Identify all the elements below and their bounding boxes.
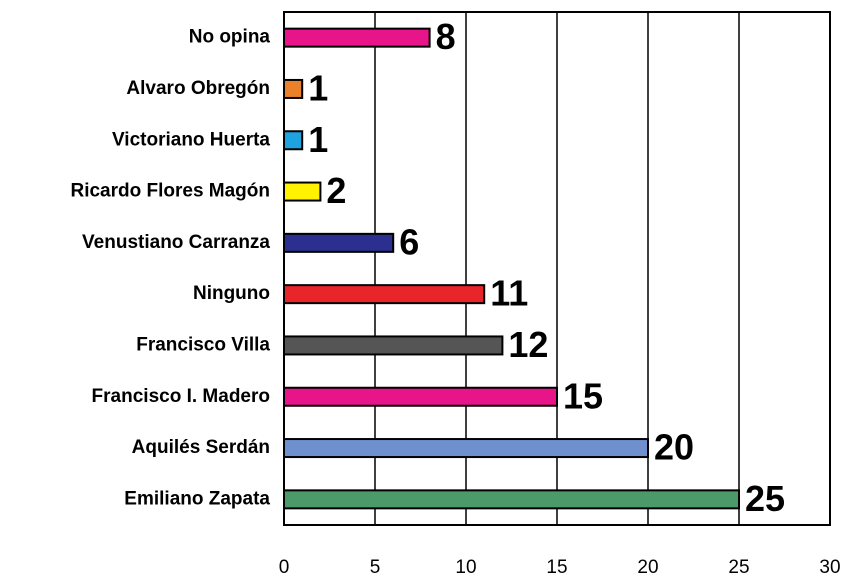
bar: [283, 232, 395, 253]
y-tick-label: Ninguno: [193, 283, 270, 304]
bar: [283, 386, 558, 407]
bar: [283, 438, 649, 459]
x-tick-label: 15: [546, 557, 567, 578]
data-label: 11: [490, 273, 528, 314]
y-tick-label: Alvaro Obregón: [126, 78, 270, 99]
y-tick-label: Francisco I. Madero: [92, 386, 270, 407]
data-label: 8: [436, 16, 456, 57]
data-label: 6: [399, 221, 419, 262]
bar: [283, 284, 486, 305]
bar: [283, 27, 431, 48]
y-tick-label: Aquilés Serdán: [132, 437, 270, 458]
data-label: 15: [563, 375, 603, 416]
bar: [283, 130, 304, 151]
y-tick-label: Francisco Villa: [136, 334, 270, 355]
y-tick-label: Emiliano Zapata: [124, 488, 270, 509]
y-tick-label: No opina: [189, 27, 271, 48]
x-tick-label: 25: [728, 557, 749, 578]
data-label: 20: [654, 427, 694, 468]
y-tick-label: Ricardo Flores Magón: [70, 181, 270, 202]
data-label: 25: [745, 478, 785, 519]
data-label: 1: [308, 119, 328, 160]
y-tick-label: Venustiano Carranza: [82, 232, 270, 253]
bar: [283, 489, 740, 510]
bar: [283, 181, 322, 202]
y-tick-label: Victoriano Huerta: [112, 129, 270, 150]
x-tick-label: 0: [279, 557, 290, 578]
bar: [283, 78, 304, 99]
x-tick-label: 20: [637, 557, 658, 578]
bar: [283, 335, 504, 356]
plot-frame: [283, 11, 831, 526]
data-label: 12: [508, 324, 548, 365]
data-label: 2: [326, 170, 346, 211]
x-tick-label: 30: [819, 557, 840, 578]
x-tick-label: 5: [370, 557, 381, 578]
x-tick-label: 10: [455, 557, 476, 578]
data-label: 1: [308, 67, 328, 108]
